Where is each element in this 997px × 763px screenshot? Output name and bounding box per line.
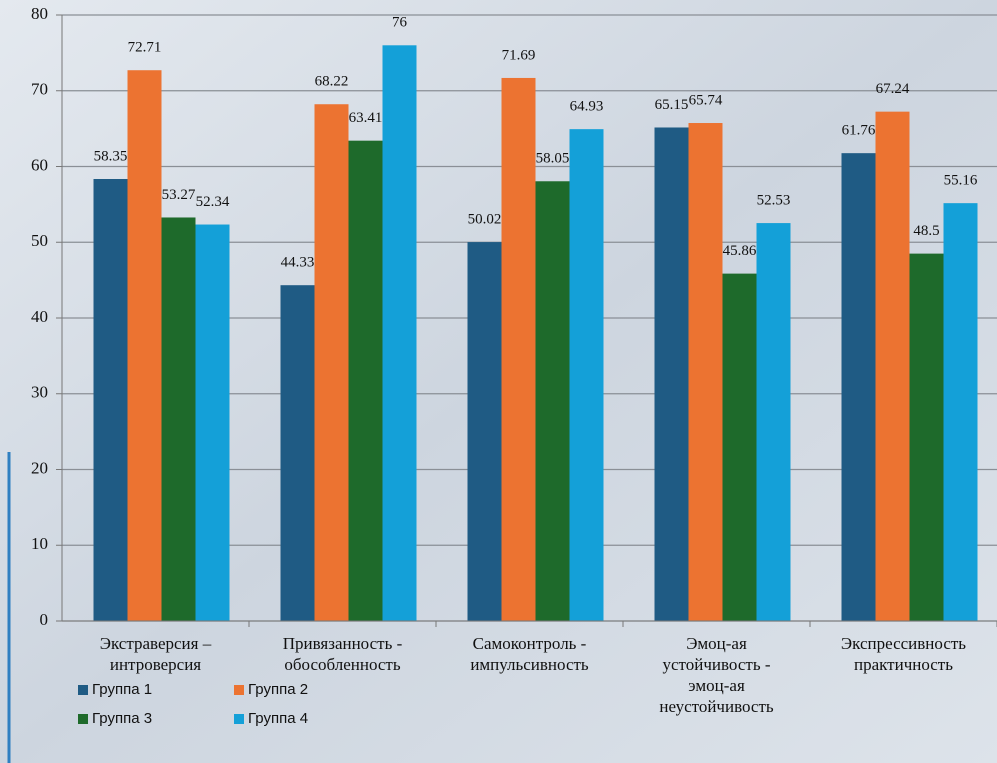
data-label: 61.76 bbox=[842, 123, 876, 139]
x-tick-label: обособленность bbox=[284, 655, 400, 674]
bar bbox=[501, 77, 536, 622]
x-tick-label: практичность bbox=[854, 655, 953, 674]
data-label: 53.27 bbox=[162, 187, 196, 203]
bar bbox=[280, 285, 315, 621]
legend-label: Группа 3 bbox=[92, 710, 152, 727]
bar bbox=[756, 223, 791, 621]
data-label: 64.93 bbox=[570, 99, 604, 115]
y-tick-label: 0 bbox=[40, 610, 49, 629]
legend-label: Группа 1 bbox=[92, 681, 152, 698]
data-label: 63.41 bbox=[349, 110, 383, 126]
bar bbox=[467, 242, 502, 621]
data-label: 52.53 bbox=[757, 193, 791, 209]
data-label: 65.15 bbox=[655, 97, 689, 113]
legend-label: Группа 2 bbox=[248, 681, 308, 698]
x-tick-label: Экспрессивность bbox=[841, 634, 966, 653]
bar bbox=[943, 203, 978, 621]
bar bbox=[535, 181, 570, 622]
legend-swatch bbox=[234, 714, 244, 724]
bar bbox=[569, 129, 604, 621]
data-label: 65.74 bbox=[689, 92, 723, 108]
data-label: 68.22 bbox=[315, 74, 349, 90]
x-tick-label: импульсивность bbox=[470, 655, 589, 674]
data-label: 58.05 bbox=[536, 151, 570, 167]
bar bbox=[161, 217, 196, 622]
bar bbox=[909, 253, 944, 622]
bar bbox=[722, 273, 757, 621]
bar bbox=[314, 104, 349, 621]
data-label: 44.33 bbox=[281, 255, 315, 271]
x-tick-label: Самоконтроль - bbox=[473, 634, 587, 653]
bar bbox=[688, 123, 723, 621]
data-label: 72.71 bbox=[128, 40, 162, 56]
bar bbox=[875, 111, 910, 622]
y-tick-label: 80 bbox=[31, 4, 48, 23]
data-label: 58.35 bbox=[94, 148, 128, 164]
data-label: 45.86 bbox=[723, 243, 757, 259]
x-tick-label: интроверсия bbox=[110, 655, 201, 674]
x-tick-label: неустойчивость bbox=[659, 697, 774, 716]
bar bbox=[93, 178, 128, 621]
bar bbox=[195, 224, 230, 621]
y-tick-label: 20 bbox=[31, 458, 48, 477]
y-tick-label: 60 bbox=[31, 155, 48, 174]
bar bbox=[382, 45, 417, 622]
legend-label: Группа 4 bbox=[248, 710, 308, 727]
x-tick-label: Эмоц-ая bbox=[686, 634, 747, 653]
x-tick-label: Экстраверсия – bbox=[100, 634, 212, 653]
bar bbox=[841, 153, 876, 621]
y-tick-label: 70 bbox=[31, 80, 48, 99]
x-tick-label: Привязанность - bbox=[283, 634, 403, 653]
bar bbox=[348, 140, 383, 621]
data-label: 50.02 bbox=[468, 212, 502, 228]
data-label: 67.24 bbox=[876, 81, 910, 97]
data-label: 52.34 bbox=[196, 194, 230, 210]
bar bbox=[127, 70, 162, 622]
data-label: 76 bbox=[392, 15, 408, 31]
legend-swatch bbox=[78, 714, 88, 724]
y-tick-label: 40 bbox=[31, 307, 48, 326]
data-label: 48.5 bbox=[913, 223, 939, 239]
y-tick-label: 30 bbox=[31, 383, 48, 402]
bar bbox=[654, 127, 689, 622]
legend-swatch bbox=[234, 685, 244, 695]
data-label: 71.69 bbox=[502, 47, 536, 63]
data-label: 55.16 bbox=[944, 173, 978, 189]
x-tick-label: эмоц-ая bbox=[688, 676, 745, 695]
x-tick-label: устойчивость - bbox=[663, 655, 771, 674]
legend-swatch bbox=[78, 685, 88, 695]
y-tick-label: 10 bbox=[31, 534, 48, 553]
y-tick-label: 50 bbox=[31, 231, 48, 250]
